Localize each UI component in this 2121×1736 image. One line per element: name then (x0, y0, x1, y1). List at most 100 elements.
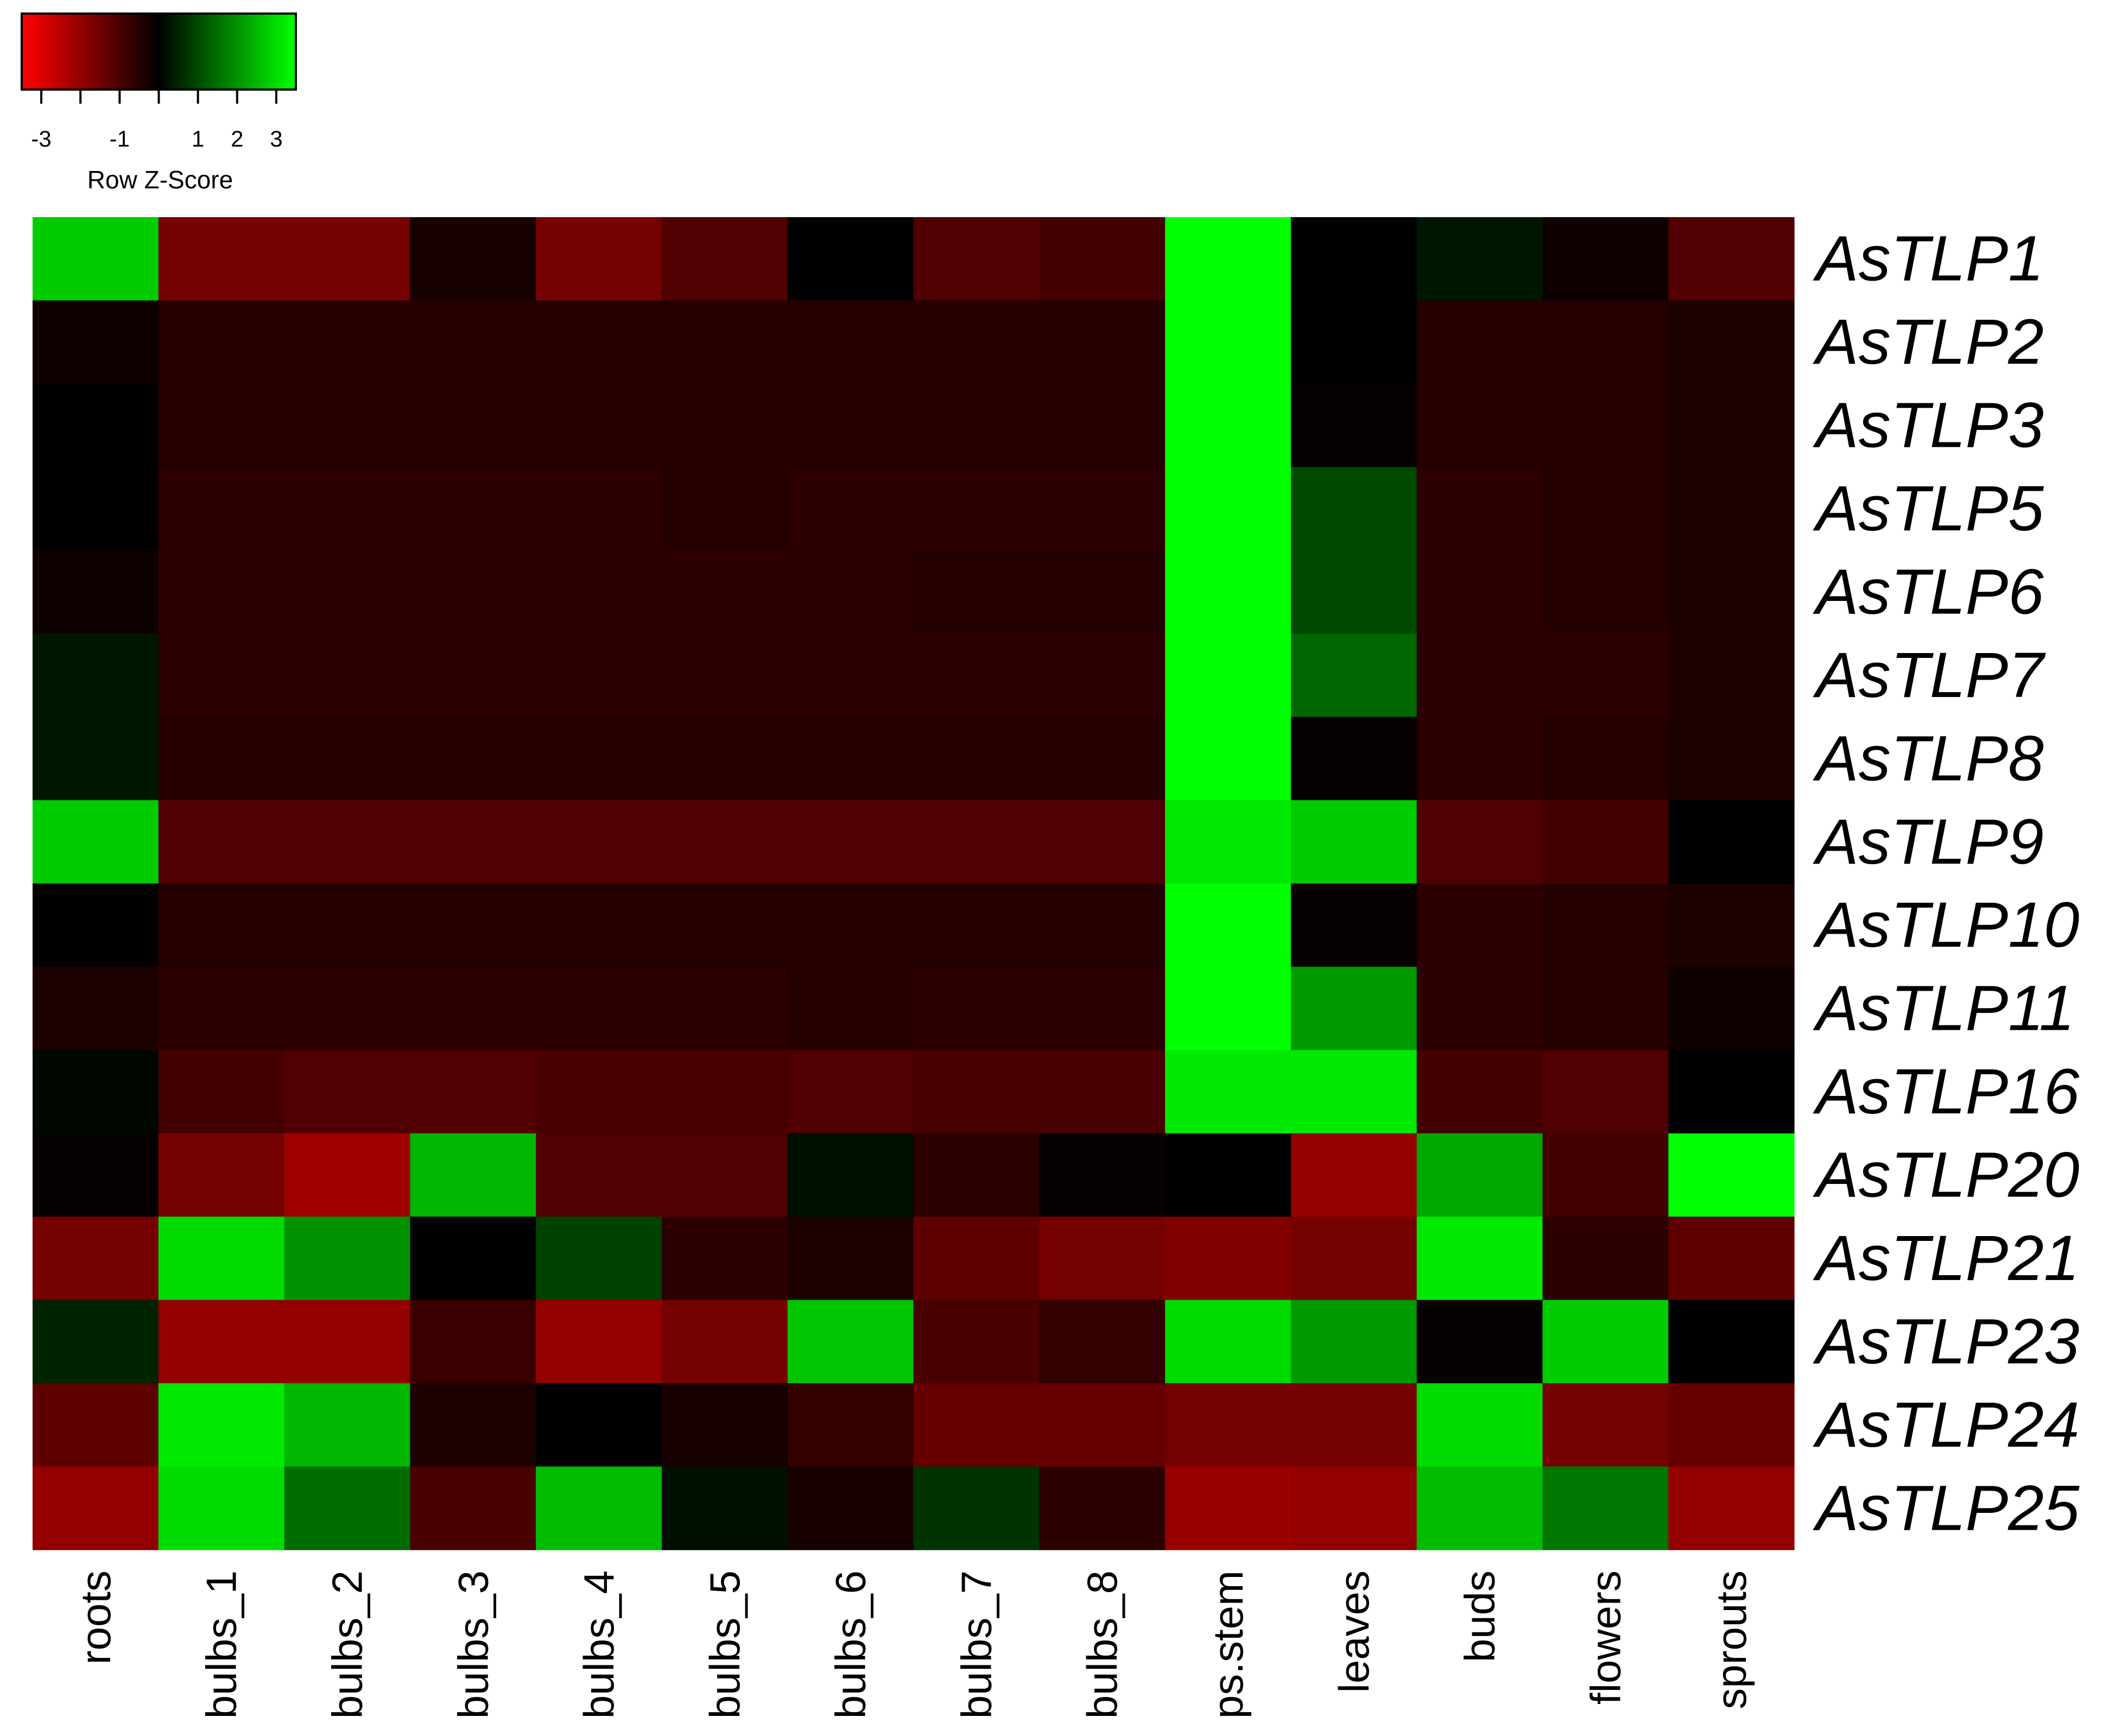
color-key-step (71, 14, 74, 90)
color-key-step (62, 14, 66, 90)
heatmap-cell (536, 300, 662, 384)
heatmap-cell (1165, 467, 1291, 551)
heatmap-cell (1290, 1300, 1417, 1384)
heatmap-cell (284, 800, 410, 884)
heatmap-cell (158, 966, 285, 1050)
column-label: bulbs_2 (323, 1570, 371, 1719)
color-key-step (43, 14, 47, 90)
color-key-step (239, 14, 242, 90)
color-key-step (185, 14, 188, 90)
heatmap-cell (158, 217, 285, 301)
heatmap-cell (33, 633, 159, 718)
heatmap-cell (1039, 633, 1166, 718)
color-key-step (125, 14, 128, 90)
color-key-tick-label: 3 (270, 126, 282, 151)
color-key-step (190, 14, 193, 90)
heatmap-cell (913, 300, 1040, 384)
heatmap-cell (661, 550, 788, 634)
color-key-step (98, 14, 101, 90)
column-label: bulbs_6 (827, 1570, 875, 1719)
color-key-step (277, 14, 280, 90)
heatmap-cell (284, 633, 410, 718)
heatmap-cell (33, 1050, 159, 1134)
column-label: roots (72, 1570, 119, 1664)
color-key-step (171, 14, 174, 90)
heatmap-cell (913, 717, 1040, 801)
heatmap-cell (1165, 966, 1291, 1050)
heatmap-cells (33, 217, 1795, 1550)
heatmap-cell (913, 1050, 1040, 1134)
row-label: AsTLP7 (1813, 639, 2046, 711)
color-key-step (109, 14, 112, 90)
heatmap-cell (536, 1300, 662, 1384)
color-key-step (149, 14, 153, 90)
heatmap-cell (1416, 717, 1543, 801)
heatmap-cell (787, 883, 914, 967)
heatmap-cell (1290, 467, 1417, 551)
heatmap-cell (1290, 717, 1417, 801)
heatmap-cell (661, 1217, 788, 1301)
row-label: AsTLP2 (1813, 306, 2044, 378)
heatmap-cell (787, 1383, 914, 1467)
heatmap-cell (1290, 1217, 1417, 1301)
heatmap-cell (787, 383, 914, 467)
color-key-step (244, 14, 248, 90)
heatmap-cell (1542, 1383, 1669, 1467)
color-key-step (130, 14, 134, 90)
color-key-step (111, 14, 115, 90)
heatmap-cell (1668, 1217, 1795, 1301)
color-key-step (57, 14, 60, 90)
heatmap-cell (1165, 383, 1291, 467)
heatmap-cell (1542, 1300, 1669, 1384)
color-key-step (122, 14, 125, 90)
heatmap-cell (33, 800, 159, 884)
color-key-step (90, 14, 93, 90)
heatmap-cell (1542, 300, 1669, 384)
color-key-step (204, 14, 207, 90)
color-key-step (35, 14, 39, 90)
color-key-step (220, 14, 223, 90)
heatmap-cell (1290, 217, 1417, 301)
row-label: AsTLP20 (1813, 1139, 2079, 1211)
heatmap-cell (913, 1383, 1040, 1467)
row-label: AsTLP3 (1813, 390, 2044, 461)
color-key-step (68, 14, 71, 90)
heatmap-cell (1542, 550, 1669, 634)
heatmap-cell (1039, 1217, 1166, 1301)
heatmap-cell (1290, 633, 1417, 718)
heatmap-cell (1542, 1133, 1669, 1217)
color-key-step (100, 14, 104, 90)
heatmap-cell (158, 300, 285, 384)
heatmap-cell (536, 883, 662, 967)
color-key-step (223, 14, 226, 90)
heatmap-cell (33, 1466, 159, 1550)
heatmap-cell (1668, 383, 1795, 467)
color-key-step (182, 14, 185, 90)
heatmap-cell (33, 1133, 159, 1217)
heatmap-cell (1542, 966, 1669, 1050)
heatmap-cell (787, 300, 914, 384)
heatmap-cell (1668, 300, 1795, 384)
color-key-step (136, 14, 139, 90)
heatmap-cell (787, 633, 914, 718)
heatmap-cell (284, 1217, 410, 1301)
heatmap-cell (787, 1300, 914, 1384)
color-key-step (106, 14, 109, 90)
heatmap-cell (536, 1217, 662, 1301)
heatmap-cell (536, 1050, 662, 1134)
heatmap-cell (1039, 883, 1166, 967)
color-key-step (79, 14, 82, 90)
heatmap-cell (536, 550, 662, 634)
heatmap-cell (1542, 633, 1669, 718)
heatmap-cell (1039, 717, 1166, 801)
heatmap-cell (1290, 300, 1417, 384)
heatmap-cell (1542, 467, 1669, 551)
color-key-step (250, 14, 253, 90)
heatmap-cell (410, 633, 536, 718)
color-key-step (160, 14, 163, 90)
color-key-step (285, 14, 288, 90)
row-label: AsTLP10 (1813, 889, 2079, 961)
color-key-step (155, 14, 158, 90)
heatmap-cell (787, 217, 914, 301)
heatmap-cell (1165, 883, 1291, 967)
